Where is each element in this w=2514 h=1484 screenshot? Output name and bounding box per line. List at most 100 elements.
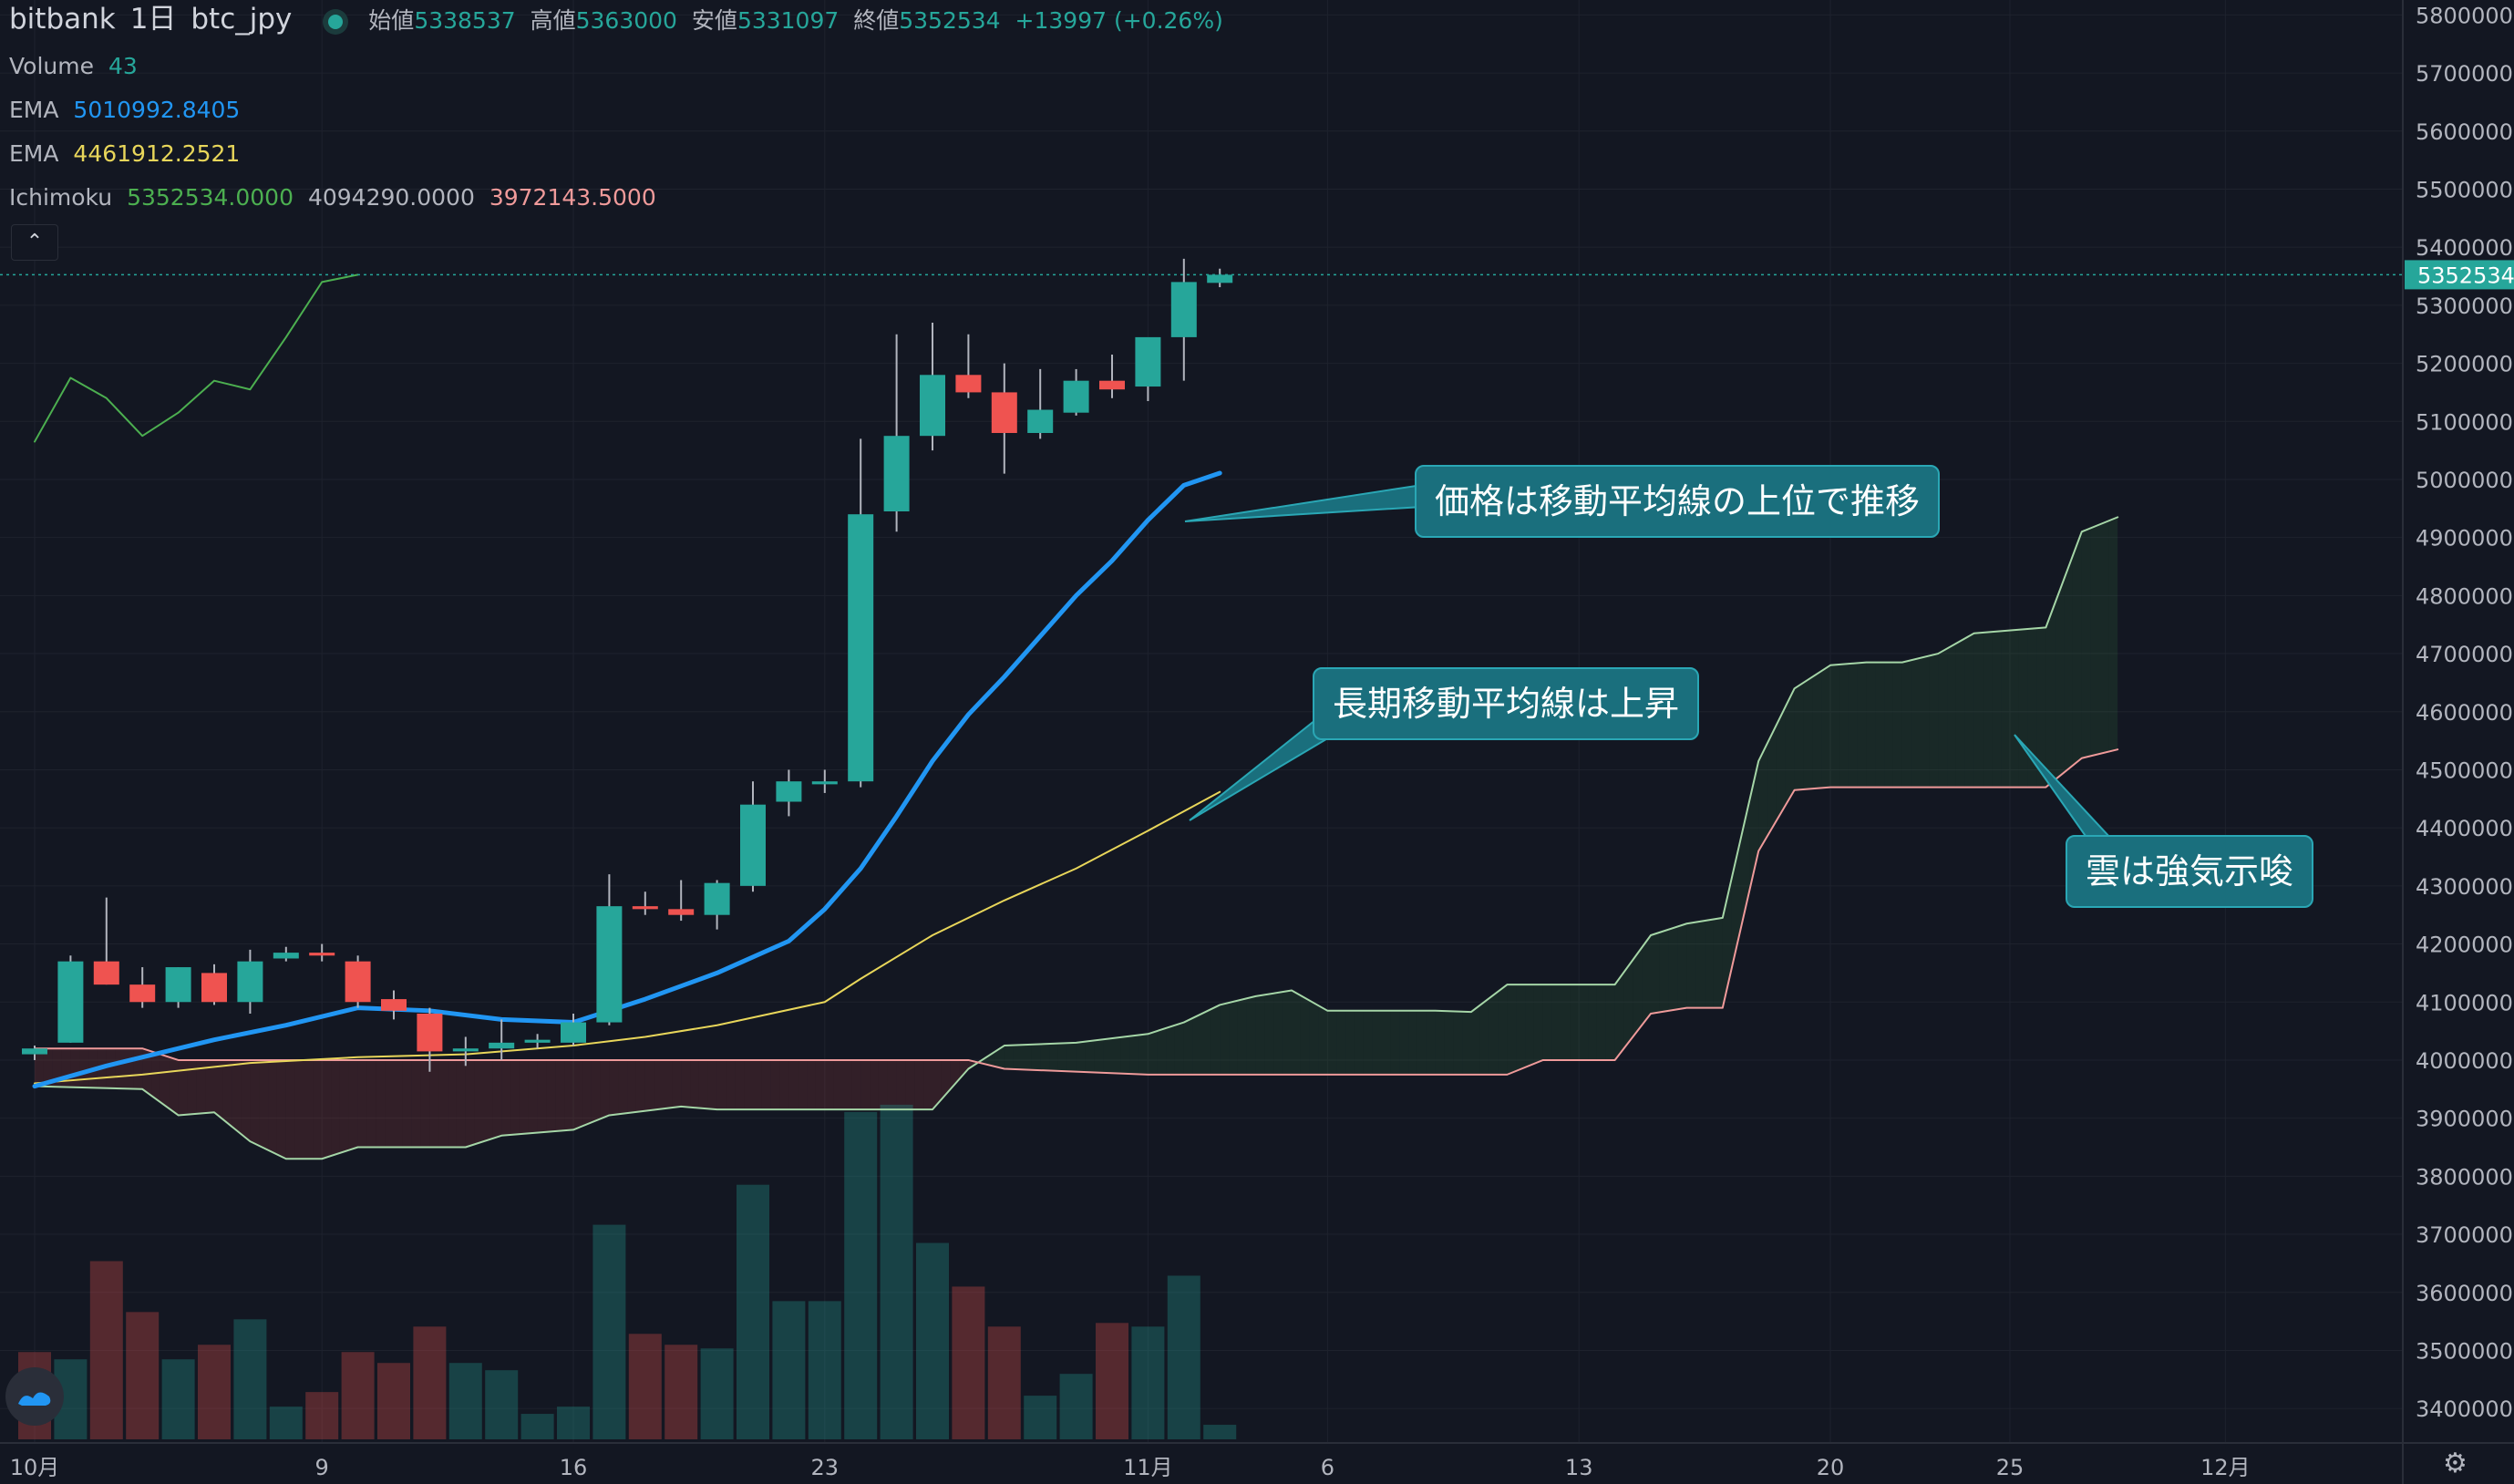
cloud-segment <box>1372 1010 1382 1075</box>
ichimoku-label: Ichimoku <box>9 184 113 211</box>
collapse-legend-button[interactable]: ⌃ <box>11 224 58 261</box>
candle-body <box>489 1042 515 1049</box>
volume-bar <box>377 1363 410 1439</box>
ema-short-legend[interactable]: EMA 5010992.8405 <box>9 97 247 124</box>
volume-bar <box>1059 1374 1093 1439</box>
price-tick-label: 4600000 <box>2416 700 2513 726</box>
cloud-segment <box>564 1059 573 1131</box>
volume-bars <box>18 1104 1237 1439</box>
cloud-segment <box>591 1059 601 1123</box>
cloud-segment <box>1785 688 1795 806</box>
cloud-segment <box>1929 654 1939 788</box>
date-tick-label: 9 <box>315 1455 329 1480</box>
cloud-segment <box>654 1059 664 1110</box>
candle-body <box>1099 380 1125 390</box>
cloud-segment <box>959 1059 969 1079</box>
volume-bar <box>198 1345 231 1439</box>
ema-long-legend[interactable]: EMA 4461912.2521 <box>9 140 247 168</box>
cloud-segment <box>941 1059 951 1099</box>
cloud-segment <box>1911 657 1921 788</box>
volume-bar <box>772 1301 806 1439</box>
volume-bar <box>808 1301 841 1439</box>
cloud-segment <box>241 1059 251 1142</box>
cloud-segment <box>1705 919 1714 1008</box>
cloud-segment <box>1120 1036 1130 1075</box>
settings-gear-icon[interactable]: ⚙ <box>2443 1448 2468 1479</box>
cloud-segment <box>1857 662 1867 788</box>
cloud-segment <box>1992 631 2002 788</box>
cloud-segment <box>635 1059 645 1112</box>
cloud-segment <box>196 1059 206 1114</box>
cloud-segment <box>1435 1010 1445 1075</box>
cloud-segment <box>726 1059 736 1110</box>
date-tick-label: 12月 <box>2200 1455 2251 1480</box>
chikou-span-line <box>34 273 359 443</box>
candle-body <box>704 882 730 915</box>
cloud-segment <box>1830 665 1839 788</box>
cloud-segment <box>690 1059 699 1108</box>
ema-short-label: EMA <box>9 97 59 123</box>
cloud-segment <box>1848 663 1858 788</box>
cloud-segment <box>276 1059 286 1159</box>
cloud-segment <box>744 1059 753 1110</box>
cloud-segment <box>2001 630 2010 788</box>
cloud-segment <box>1183 1017 1193 1075</box>
cloud-segment <box>1542 984 1552 1060</box>
cloud-segment <box>1794 682 1804 790</box>
candle-body <box>57 961 84 1043</box>
cloud-segment <box>1767 725 1777 836</box>
volume-legend[interactable]: Volume 43 <box>9 53 145 80</box>
cloud-segment <box>2108 517 2118 752</box>
cloud-segment <box>1479 998 1489 1075</box>
cloud-segment <box>1651 932 1660 1014</box>
cloud-segment <box>222 1059 232 1128</box>
ichimoku-legend[interactable]: Ichimoku 5352534.0000 4094290.0000 39721… <box>9 184 664 211</box>
cloud-segment <box>887 1059 897 1110</box>
cloud-segment <box>1246 995 1256 1075</box>
cloud-segment <box>1623 960 1633 1049</box>
cloud-segment <box>672 1059 682 1108</box>
date-tick-label: 20 <box>1817 1455 1845 1480</box>
cloud-segment <box>1686 922 1696 1008</box>
cloud-segment <box>1318 1005 1328 1075</box>
cloud-segment <box>1659 929 1669 1013</box>
interval-label[interactable]: 1日 <box>129 3 177 36</box>
cloud-segment <box>1363 1010 1373 1075</box>
cloud-segment <box>698 1059 708 1109</box>
cloud-segment <box>994 1046 1005 1069</box>
callout-cloud-bullish: 雲は強気示唆 <box>2066 835 2314 908</box>
price-tick-label: 5400000 <box>2416 235 2513 261</box>
cloud-segment <box>366 1059 376 1148</box>
cloud-segment <box>1973 632 1983 788</box>
cloud-segment <box>1292 990 1301 1075</box>
date-tick-label: 23 <box>811 1455 840 1480</box>
cloud-segment <box>1516 984 1526 1071</box>
cloud-segment <box>1031 1044 1041 1071</box>
last-price-label: 5352534 <box>2417 263 2514 288</box>
cloud-segment <box>905 1059 915 1110</box>
cloud-segment <box>142 1048 152 1096</box>
date-tick-label: 10月 <box>10 1455 60 1480</box>
volume-bar <box>233 1319 267 1439</box>
cloud-segment <box>106 1048 116 1089</box>
cloud-segment <box>788 1059 799 1110</box>
volume-bar <box>89 1261 123 1439</box>
tradingview-logo-icon[interactable] <box>5 1367 64 1426</box>
candle-body <box>417 1013 443 1052</box>
price-tick-label: 4300000 <box>2416 874 2513 900</box>
date-tick-label: 13 <box>1565 1455 1593 1480</box>
cloud-segment <box>1551 984 1561 1060</box>
cloud-segment <box>115 1048 125 1089</box>
cloud-segment <box>1884 662 1893 788</box>
cloud-segment <box>1220 1003 1230 1075</box>
indicator-lines <box>32 273 2119 1160</box>
cloud-segment <box>519 1059 529 1135</box>
cloud-segment <box>394 1059 403 1148</box>
cloud-segment <box>151 1051 160 1103</box>
volume-bar <box>269 1407 303 1439</box>
price-tick-label: 4400000 <box>2416 816 2513 841</box>
volume-bar <box>700 1348 734 1439</box>
volume-bar <box>341 1352 375 1439</box>
